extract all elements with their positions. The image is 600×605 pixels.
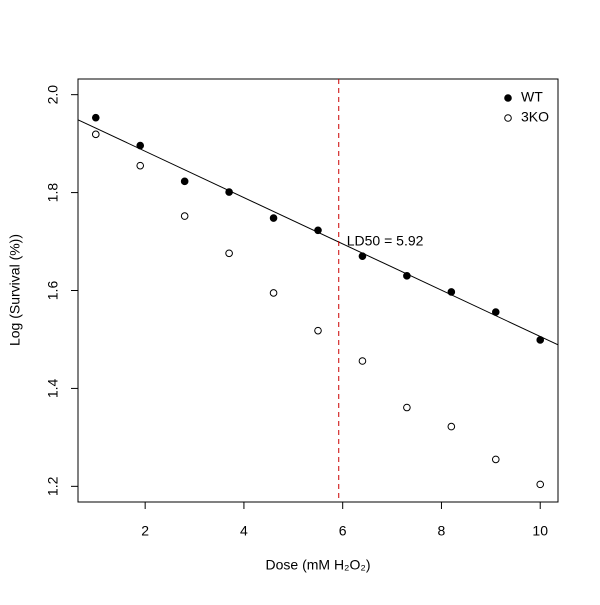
legend-marker [504, 94, 512, 102]
plot-frame [77, 78, 559, 503]
x-tick-label: 8 [438, 523, 446, 539]
y-tick-label: 1.8 [45, 183, 61, 203]
legend-marker [504, 114, 512, 122]
legend-label: WT [521, 89, 543, 105]
point [314, 226, 322, 235]
point [358, 357, 367, 365]
point [314, 326, 322, 335]
point [447, 422, 456, 431]
y-tick-label: 1.4 [45, 378, 61, 398]
point [536, 480, 545, 489]
point [269, 289, 278, 297]
x-axis-label: Dose (mM H₂O₂) [266, 557, 371, 573]
y-axis-label: Log (Survival (%)) [7, 234, 23, 346]
x-tick-label: 6 [339, 523, 347, 539]
point [447, 288, 456, 296]
y-tick-label: 1.6 [45, 281, 61, 301]
point [491, 308, 500, 316]
point [269, 214, 278, 222]
point [358, 252, 367, 261]
x-tick-label: 4 [240, 523, 248, 539]
point [180, 177, 189, 186]
x-tick-label: 10 [532, 523, 548, 539]
legend-label: 3KO [521, 109, 549, 125]
point [180, 212, 189, 220]
y-tick-label: 2.0 [45, 85, 61, 105]
annotation: LD50 = 5.92 [347, 233, 424, 249]
point [136, 141, 145, 150]
point [91, 113, 100, 122]
point [491, 455, 500, 464]
point [403, 272, 411, 280]
y-tick-label: 1.2 [45, 476, 61, 496]
point [536, 336, 545, 344]
point [225, 188, 233, 196]
point [91, 130, 100, 139]
point [403, 403, 411, 412]
point [225, 249, 233, 258]
point [136, 161, 145, 170]
x-tick-label: 2 [141, 523, 149, 539]
